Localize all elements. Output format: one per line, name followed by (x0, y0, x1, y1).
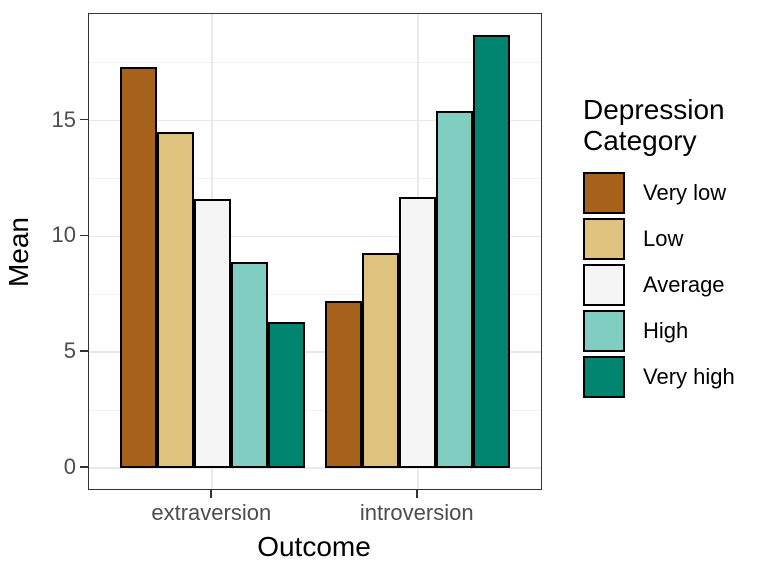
x-tick-mark (210, 489, 213, 498)
bar-extraversion-high (230, 261, 268, 469)
legend-swatch (583, 310, 625, 352)
bar-extraversion-average (193, 199, 231, 469)
y-tick-label: 5 (63, 338, 76, 364)
bar-introversion-average (399, 197, 437, 469)
y-axis-title: Mean (3, 216, 34, 288)
y-tick-label: 10 (51, 222, 76, 248)
x-tick-mark (415, 489, 418, 498)
gridline-minor (89, 62, 541, 64)
legend-item-very-high: Very high (583, 356, 763, 398)
gridline-major (89, 351, 541, 354)
bar-extraversion-very-high (267, 322, 305, 469)
gridline-major (89, 235, 541, 238)
legend-item-label: Low (643, 226, 684, 251)
bar-introversion-low (362, 252, 400, 469)
y-tick-mark (80, 466, 88, 468)
y-tick-mark (80, 118, 88, 121)
legend-item-high: High (583, 310, 763, 352)
legend-item-label: Very low (643, 180, 727, 205)
bar-introversion-very-high (473, 34, 511, 469)
legend-item-label: High (643, 318, 689, 343)
legend-swatch (583, 172, 625, 214)
legend-swatch (583, 264, 625, 306)
legend-item-average: Average (583, 264, 763, 306)
bar-introversion-very-low (325, 301, 363, 469)
gridline-minor (89, 409, 541, 411)
legend-item-label: Average (643, 272, 725, 297)
bar-extraversion-very-low (119, 67, 157, 469)
legend-item-low: Low (583, 218, 763, 260)
x-axis-title: Outcome (257, 531, 371, 562)
gridline-minor (89, 293, 541, 295)
x-tick-label: introversion (359, 500, 474, 525)
legend-swatch (583, 218, 625, 260)
legend-item-label: Very high (643, 364, 735, 389)
y-tick-label: 15 (51, 106, 76, 132)
legend-items: Very low Low Average High Very high (583, 172, 763, 398)
y-tick-mark (80, 350, 88, 353)
gridline-major (89, 119, 541, 122)
bar-extraversion-low (156, 132, 194, 469)
y-tick-mark (80, 234, 88, 237)
x-tick-label: extraversion (151, 500, 272, 525)
legend-swatch (583, 356, 625, 398)
legend-item-very-low: Very low (583, 172, 763, 214)
y-tick-label: 0 (63, 454, 76, 480)
legend-title: Depression Category (583, 94, 725, 156)
plot-panel (88, 13, 542, 490)
bar-introversion-high (436, 111, 474, 469)
gridline-minor (89, 178, 541, 179)
gridline-major (89, 467, 541, 469)
legend: Depression Category Very low Low Average Hi… (583, 94, 763, 398)
